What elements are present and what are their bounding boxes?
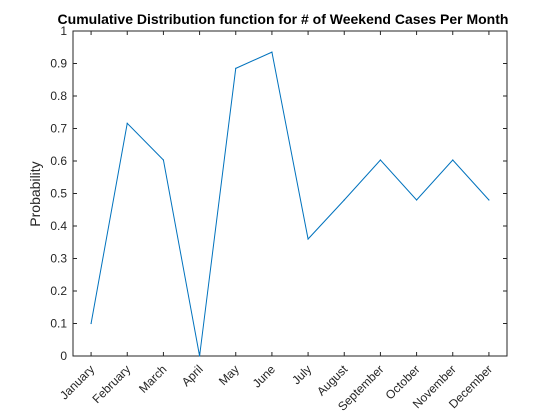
y-tick-label: 0.3 <box>50 252 67 266</box>
series-line <box>90 51 490 357</box>
data-point <box>452 159 454 161</box>
data-point <box>415 199 418 201</box>
data-point <box>198 355 201 357</box>
y-tick-label: 0.6 <box>50 154 67 168</box>
y-tick-label: 0.7 <box>50 122 67 136</box>
y-tick-label: 0.5 <box>50 187 67 201</box>
y-tick-label: 0.4 <box>50 219 67 233</box>
data-point <box>271 51 273 53</box>
data-point <box>307 238 309 240</box>
data-point <box>343 199 345 201</box>
data-point <box>90 322 92 325</box>
data-point <box>379 159 382 161</box>
data-point <box>126 122 128 124</box>
y-tick-label: 0.8 <box>50 89 67 103</box>
data-point <box>162 159 165 161</box>
y-tick-label: 0.1 <box>50 317 67 331</box>
chart-title: Cumulative Distribution function for # o… <box>58 11 509 27</box>
y-tick-label: 1 <box>60 24 67 38</box>
y-tick-label: 0 <box>60 349 67 363</box>
y-tick-label: 0.2 <box>50 284 67 298</box>
data-point <box>488 199 490 201</box>
data-point <box>235 67 237 69</box>
y-tick-label: 0.9 <box>50 57 67 71</box>
y-axis-label: Probability <box>27 161 43 226</box>
